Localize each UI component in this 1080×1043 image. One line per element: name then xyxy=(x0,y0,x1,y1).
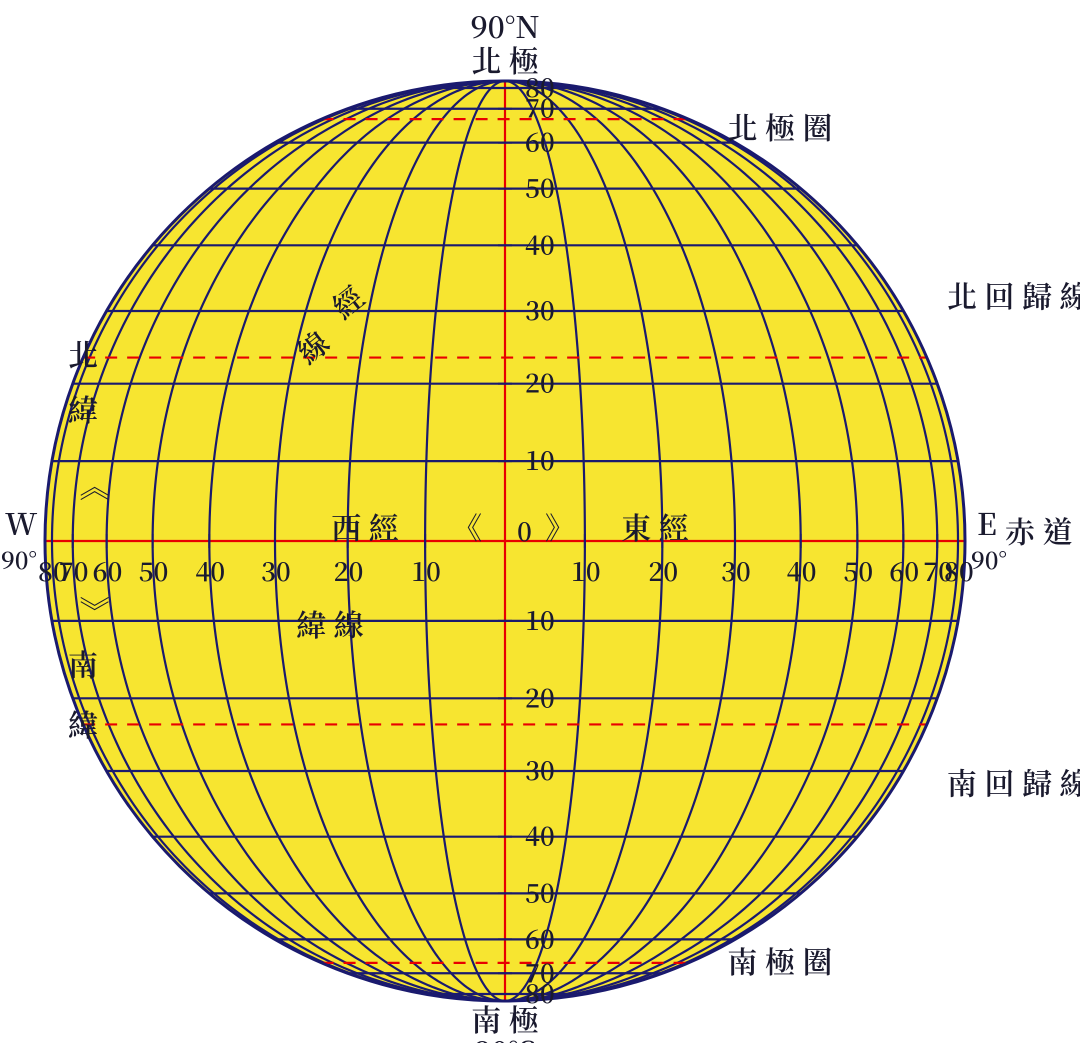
tropic-cancer-label: 北 回 歸 線 xyxy=(947,273,1080,317)
lat-tick-s-20: 20 xyxy=(525,678,555,715)
equator-label: 赤 道 xyxy=(1005,508,1073,552)
tropic-capricorn-label: 南 回 歸 線 xyxy=(947,759,1080,803)
lat-tick-s-30: 30 xyxy=(525,751,555,788)
lon-tick-e-50: 50 xyxy=(843,552,873,589)
east-longitude-label: 東 經 xyxy=(621,504,689,548)
south-lat-char1: 南 xyxy=(68,641,98,685)
lon-tick-w-80: 80 xyxy=(38,552,68,589)
north-lat-char1: 北 xyxy=(68,331,98,375)
north-pole-label: 北 極 xyxy=(471,37,539,81)
zero-tick: 0 xyxy=(517,512,532,549)
south-lat-char2: 緯 xyxy=(68,701,98,745)
west-W-label: W xyxy=(5,500,38,544)
lon-tick-w-40: 40 xyxy=(195,552,225,589)
lon-tick-e-30: 30 xyxy=(721,552,751,589)
lon-tick-w-60: 60 xyxy=(93,552,123,589)
lon-tick-e-80: 80 xyxy=(944,552,974,589)
lon-tick-e-40: 40 xyxy=(787,552,817,589)
right-arrows: 》 xyxy=(545,504,575,548)
lon-tick-w-50: 50 xyxy=(139,552,169,589)
lon-tick-w-30: 30 xyxy=(261,552,291,589)
south-pole-deg-label: 90°S xyxy=(474,1028,536,1043)
lon-tick-e-20: 20 xyxy=(648,552,678,589)
lat-tick-n-50: 50 xyxy=(525,169,555,206)
lon-tick-w-10: 10 xyxy=(411,552,441,589)
down-arrows: 》 xyxy=(74,596,118,626)
lon-tick-e-60: 60 xyxy=(889,552,919,589)
east-90-label: 90° xyxy=(971,541,1007,576)
lat-tick-n-60: 60 xyxy=(525,123,555,160)
lon-tick-w-20: 20 xyxy=(334,552,364,589)
globe-graticule-diagram: 1010202030304040505060607070808001010202… xyxy=(0,0,1080,1043)
left-arrows: 《 xyxy=(452,504,482,548)
lat-tick-n-10: 10 xyxy=(525,441,555,478)
up-arrows: 《 xyxy=(74,471,118,501)
antarctic-circle-label: 南 極 圈 xyxy=(727,938,832,982)
parallel-line-label: 緯 線 xyxy=(296,601,364,645)
lat-tick-n-40: 40 xyxy=(525,225,555,262)
lon-tick-e-10: 10 xyxy=(571,552,601,589)
lat-tick-s-10: 10 xyxy=(525,601,555,638)
lat-tick-s-60: 60 xyxy=(525,919,555,956)
arctic-circle-label: 北 極 圈 xyxy=(727,104,832,148)
north-lat-char2: 緯 xyxy=(68,386,98,430)
west-longitude-label: 西 經 xyxy=(331,504,399,548)
lat-tick-s-50: 50 xyxy=(525,873,555,910)
lat-tick-n-30: 30 xyxy=(525,291,555,328)
west-90-label: 90° xyxy=(1,541,37,576)
lat-tick-s-40: 40 xyxy=(525,817,555,854)
lat-tick-n-20: 20 xyxy=(525,364,555,401)
east-E-label: E xyxy=(977,500,997,544)
